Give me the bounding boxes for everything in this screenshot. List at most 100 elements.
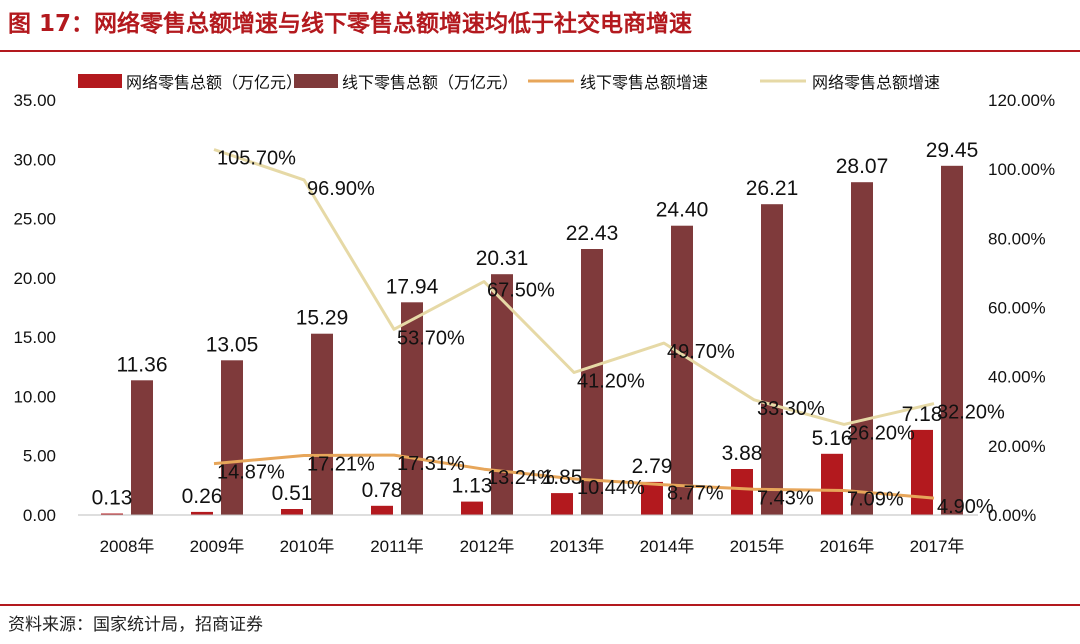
offline-retail-bar-9	[941, 165, 963, 516]
online-growth-label-7: 33.30%	[757, 398, 825, 420]
x-tick-6: 2014年	[640, 537, 695, 556]
y-left-tick-0: 0.00	[23, 506, 56, 525]
offline-growth-label-7: 7.43%	[757, 487, 814, 509]
online-retail-label-4: 1.13	[452, 475, 493, 498]
online-retail-bar-1	[191, 511, 213, 515]
offline-growth-line	[213, 453, 935, 500]
y-right-tick-1: 20.00%	[988, 437, 1046, 456]
offline-retail-bar-1	[221, 360, 243, 515]
offline-growth-label-5: 10.44%	[577, 477, 645, 499]
online-retail-label-3: 0.78	[362, 479, 403, 502]
x-tick-0: 2008年	[100, 537, 155, 556]
offline-growth-label-6: 8.77%	[667, 483, 724, 505]
online-growth-label-6: 49.70%	[667, 341, 735, 363]
y-left-tick-5: 25.00	[13, 210, 56, 229]
axes-layer: 0.00 5.00 10.00 15.00 20.00 25.00 30.00 35.00 0.…	[13, 91, 1055, 556]
online-growth-label-4: 67.50%	[487, 280, 555, 302]
legend-offline-retail-label: 线下零售总额（万亿元）	[342, 74, 518, 92]
online-growth-label-9: 32.20%	[937, 402, 1005, 424]
online-growth-line	[213, 148, 935, 426]
offline-retail-label-5: 22.43	[566, 222, 619, 245]
x-tick-4: 2012年	[460, 537, 515, 556]
legend-online-growth-label: 网络零售总额增速	[812, 73, 940, 92]
offline-retail-bar-6	[671, 225, 693, 515]
bars-layer	[101, 165, 963, 516]
online-retail-bar-6	[641, 481, 663, 515]
online-retail-bar-9	[911, 429, 933, 515]
y-right-tick-4: 80.00%	[988, 229, 1046, 248]
legend: 网络零售总额（万亿元） 线下零售总额（万亿元） 线下零售总额增速 网络零售总额增速	[78, 73, 940, 92]
online-retail-bar-8	[821, 453, 843, 515]
x-tick-3: 2011年	[370, 537, 424, 556]
title-divider	[0, 50, 1080, 52]
online-retail-bar-2	[281, 509, 303, 515]
offline-retail-bar-7	[761, 204, 783, 515]
online-retail-bar-7	[731, 469, 753, 515]
online-retail-label-5: 1.85	[542, 466, 583, 489]
online-retail-label-9: 7.18	[902, 403, 943, 426]
y-right-tick-3: 60.00%	[988, 299, 1046, 318]
legend-online-retail-label: 网络零售总额（万亿元）	[126, 73, 302, 92]
offline-growth-label-1: 14.87%	[217, 462, 285, 484]
online-retail-bar-0	[101, 513, 123, 515]
offline-retail-bar-5	[581, 249, 603, 515]
online-retail-bar-4	[461, 501, 483, 515]
y-right-tick-5: 100.00%	[988, 160, 1055, 179]
x-tick-2: 2010年	[280, 537, 335, 556]
y-right-tick-2: 40.00%	[988, 368, 1046, 387]
offline-retail-label-1: 13.05	[206, 333, 259, 356]
footer-divider	[0, 604, 1080, 606]
legend-offline-retail-swatch	[294, 74, 338, 88]
offline-retail-bar-4	[491, 274, 513, 515]
y-left-tick-7: 35.00	[13, 91, 56, 110]
online-growth-label-2: 96.90%	[307, 178, 375, 200]
y-right-tick-6: 120.00%	[988, 91, 1055, 110]
online-retail-label-1: 0.26	[182, 485, 223, 508]
offline-growth-label-3: 17.31%	[397, 453, 465, 475]
offline-growth-label-8: 7.09%	[847, 489, 904, 511]
online-growth-label-8: 26.20%	[847, 422, 915, 444]
labels-layer: 0.13 0.26 0.51 0.78 1.13 1.85 2.79 3.88 5.16 7.18…	[92, 139, 1005, 518]
legend-online-retail-swatch	[78, 74, 122, 88]
online-retail-label-8: 5.16	[812, 427, 853, 450]
online-retail-label-0: 0.13	[92, 487, 133, 510]
offline-growth-label-9: 4.90%	[937, 496, 994, 518]
x-tick-7: 2015年	[730, 537, 785, 556]
y-right-tick-0: 0.00%	[988, 506, 1036, 525]
online-growth-label-3: 53.70%	[397, 327, 465, 349]
offline-retail-bar-8	[851, 182, 873, 515]
offline-retail-label-8: 28.07	[836, 155, 889, 178]
legend-offline-growth-label: 线下零售总额增速	[580, 74, 708, 92]
x-tick-1: 2009年	[190, 537, 245, 556]
y-left-tick-1: 5.00	[23, 447, 56, 466]
online-retail-label-2: 0.51	[272, 482, 313, 505]
chart: 0.00 5.00 10.00 15.00 20.00 25.00 30.00 35.00 0.…	[13, 73, 1055, 556]
chart-title: 图 17：网络零售总额增速与线下零售总额增速均低于社交电商增速	[8, 11, 693, 37]
y-left-tick-2: 10.00	[13, 387, 56, 406]
offline-retail-label-7: 26.21	[746, 177, 799, 200]
online-retail-bar-3	[371, 505, 393, 515]
x-tick-9: 2017年	[910, 537, 965, 556]
offline-retail-label-0: 11.36	[117, 353, 168, 376]
offline-retail-label-3: 17.94	[386, 275, 439, 298]
x-tick-8: 2016年	[820, 537, 875, 556]
offline-retail-label-9: 29.45	[926, 139, 979, 162]
offline-retail-label-4: 20.31	[476, 247, 529, 270]
offline-growth-label-2: 17.21%	[307, 454, 375, 476]
y-left-tick-3: 15.00	[13, 328, 56, 347]
offline-retail-label-2: 15.29	[296, 307, 349, 330]
lines-layer	[213, 148, 935, 500]
online-growth-label-1: 105.70%	[217, 148, 296, 170]
offline-retail-bar-3	[401, 302, 423, 515]
online-retail-bar-5	[551, 493, 573, 515]
offline-retail-label-6: 24.40	[656, 199, 709, 222]
source-note: 资料来源：国家统计局，招商证券	[8, 615, 263, 635]
offline-retail-bar-2	[311, 333, 333, 515]
offline-growth-label-4: 13.24%	[487, 467, 555, 489]
online-retail-label-6: 2.79	[632, 455, 673, 478]
online-growth-label-5: 41.20%	[577, 371, 645, 393]
online-retail-label-7: 3.88	[722, 442, 763, 465]
y-left-tick-6: 30.00	[13, 150, 56, 169]
y-left-tick-4: 20.00	[13, 269, 56, 288]
x-tick-5: 2013年	[550, 537, 605, 556]
